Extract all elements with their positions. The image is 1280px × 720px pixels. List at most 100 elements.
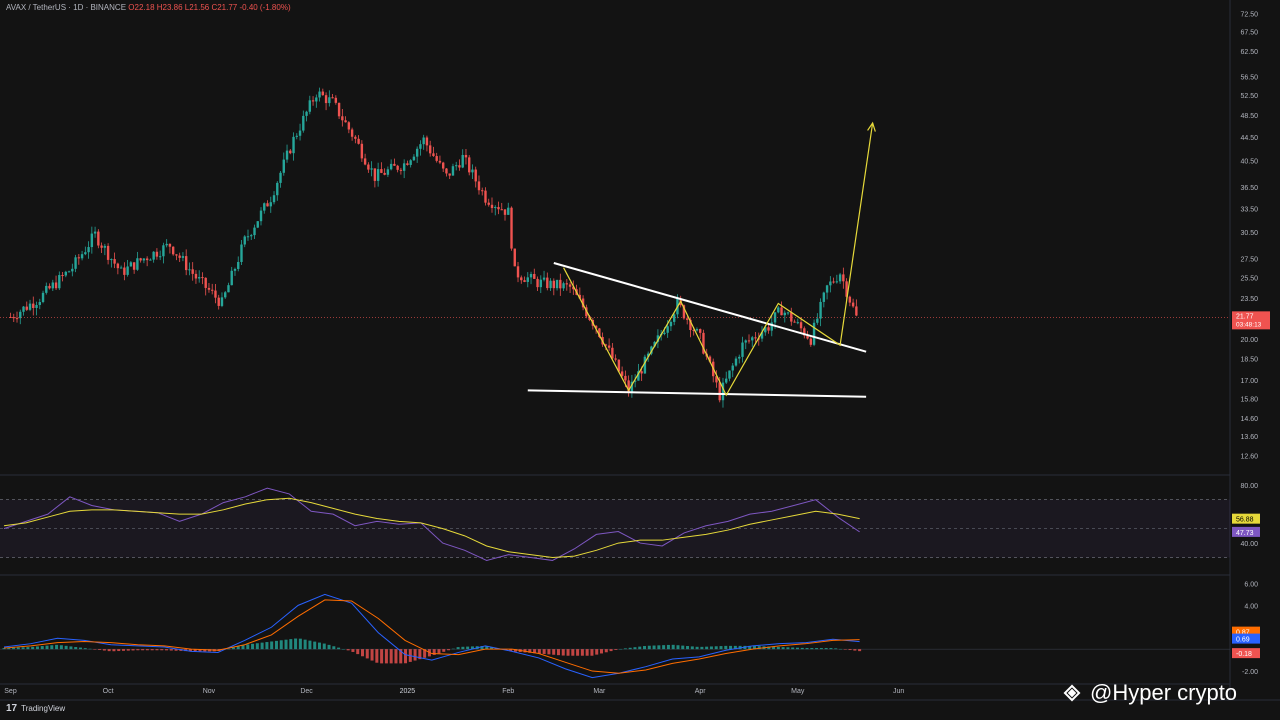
macd-histogram-bar [227,648,231,650]
projection-arrowhead [867,121,876,132]
macd-histogram-bar [695,646,699,650]
candle-body [233,268,237,271]
candle-body [246,236,250,238]
price-tick-label: 52.50 [1240,93,1258,100]
macd-histogram-bar [327,644,331,650]
candle-body [51,282,54,289]
candle-body [54,282,58,289]
candle-body [695,329,699,331]
candle-body [396,165,399,170]
candle-body [848,296,852,303]
macd-histogram-bar [21,647,25,650]
candle-body [171,246,175,255]
candle-body [399,169,403,171]
macd-histogram-bar [399,649,403,664]
macd-histogram-bar [686,646,690,650]
macd-histogram-bar [829,648,833,650]
rsi-ma-line [3,497,860,559]
candle-body [162,245,165,257]
macd-histogram-bar [451,648,455,650]
macd-histogram-bar [102,649,106,651]
candle-body [328,97,331,104]
candle-body [640,371,643,374]
price-tick-label: 40.50 [1240,159,1258,166]
macd-histogram-bar [633,647,637,650]
candle-body [376,169,380,181]
macd-histogram-bar [533,649,537,654]
macd-histogram-bar [819,648,823,650]
candle-body [770,322,773,331]
macd-value-label: 0.69 [1236,637,1250,644]
rsi-tick-label: 80.00 [1240,483,1258,490]
candle-body [250,235,253,237]
macd-histogram-bar [337,647,341,650]
macd-histogram-bar [98,649,102,650]
watermark-text: @Hyper crypto [1090,680,1238,705]
symbol-header: AVAX / TetherUS · 1D · BINANCE O22.18 H2… [6,3,291,12]
candle-body [653,341,656,347]
candle-body [191,269,194,274]
candle-body [393,163,396,166]
candle-body [672,314,676,322]
macd-histogram-bar [714,646,718,650]
candle-body [237,261,240,269]
time-tick-label: Apr [695,688,707,695]
candle-body [324,95,328,104]
candle-body [422,137,425,145]
macd-histogram-bar [724,645,728,650]
candle-body [542,277,546,280]
price-tick-label: 36.50 [1240,185,1258,192]
support-line [527,389,867,398]
candle-body [168,243,172,247]
candle-body [282,159,285,173]
price-tick-label: 18.50 [1240,356,1258,363]
candle-body [832,281,835,283]
candle-body [344,120,347,123]
candle-body [32,303,35,309]
candle-body [738,356,741,359]
candle-body [702,332,705,354]
candle-body [689,319,692,330]
price-tick-label: 48.50 [1240,113,1258,120]
macd-histogram-bar [509,649,513,652]
candle-body [731,365,734,371]
candle-body [851,302,855,307]
candle-body [604,344,608,346]
macd-histogram-bar [356,649,360,655]
time-tick-label: Jun [893,688,904,695]
candle-body [158,256,162,258]
candle-body [230,270,233,286]
macd-histogram-bar [858,649,862,652]
macd-histogram-bar [442,649,446,652]
candle-body [97,231,100,246]
macd-histogram-bar [303,639,307,650]
candle-body [67,271,71,273]
candle-body [458,165,461,168]
macd-histogram-bar [83,648,87,650]
macd-histogram-bar [767,646,771,650]
macd-histogram-bar [619,648,623,650]
candle-body [90,233,94,248]
macd-histogram-bar [729,645,733,650]
candle-body [45,285,48,293]
candle-body [819,301,822,319]
candle-body [650,346,653,354]
macd-histogram-bar [246,644,250,650]
tradingview-footer[interactable]: 17 TradingView [6,703,65,714]
macd-histogram-bar [298,638,302,650]
candle-body [721,382,725,401]
candle-body [292,136,295,154]
candle-body [594,325,598,329]
candle-body [41,292,45,302]
macd-histogram-bar [513,649,517,652]
candle-body [204,277,207,288]
macd-histogram-bar [800,647,804,650]
macd-histogram-value-label: -0.18 [1236,651,1252,658]
candle-body [126,266,129,275]
macd-histogram-bar [26,647,30,650]
macd-histogram-bar [705,646,709,650]
candle-body [549,280,552,289]
candle-body [38,301,41,305]
candle-body [539,279,542,288]
